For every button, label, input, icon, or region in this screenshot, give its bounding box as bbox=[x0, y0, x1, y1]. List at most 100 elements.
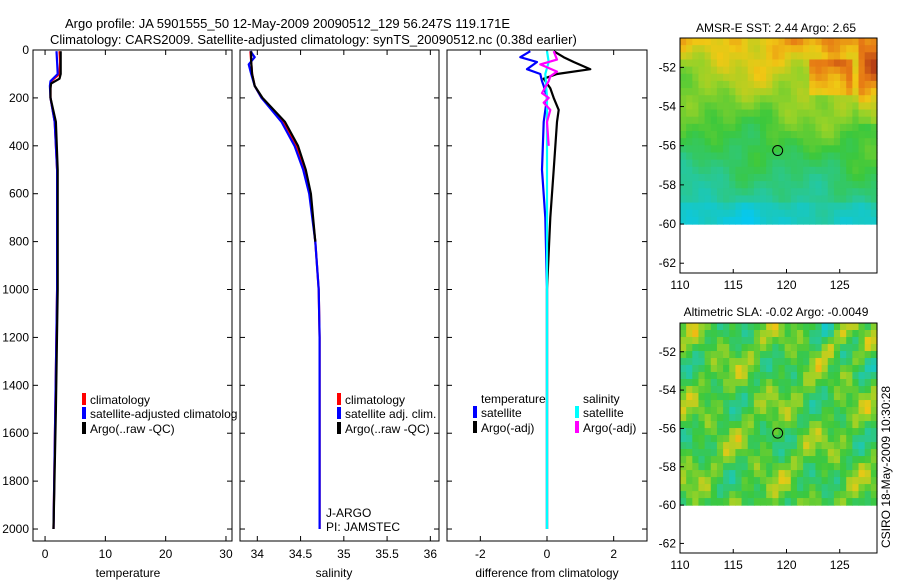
map-cell bbox=[704, 484, 712, 492]
map-cell bbox=[858, 173, 866, 182]
map-cell bbox=[766, 323, 773, 331]
map-cell bbox=[846, 45, 853, 53]
map-cell bbox=[741, 421, 749, 429]
map-cell bbox=[710, 109, 718, 118]
map-cell bbox=[803, 491, 810, 499]
map-cell bbox=[852, 116, 860, 125]
map-cell bbox=[723, 435, 730, 443]
map-cell bbox=[827, 109, 835, 118]
map-cell bbox=[803, 88, 810, 96]
map-cell bbox=[815, 358, 823, 366]
map-cell bbox=[766, 202, 773, 211]
map-cell bbox=[809, 195, 817, 204]
map-cell bbox=[747, 102, 755, 111]
map-cell bbox=[827, 477, 835, 485]
map-cell bbox=[741, 66, 749, 75]
map-cell bbox=[741, 477, 749, 485]
map-cell bbox=[760, 80, 767, 89]
map-cell bbox=[680, 498, 687, 506]
map-cell bbox=[716, 159, 724, 168]
map-cell bbox=[735, 166, 743, 175]
map-cell bbox=[870, 323, 878, 331]
map-cell bbox=[833, 159, 841, 168]
map-cell bbox=[827, 351, 835, 359]
map-cell bbox=[784, 116, 792, 125]
map-cell bbox=[809, 407, 817, 415]
map-cell bbox=[858, 323, 866, 331]
map-cell bbox=[698, 470, 706, 478]
map-cell bbox=[680, 323, 687, 331]
map-cell bbox=[698, 330, 706, 338]
map-cell bbox=[858, 414, 866, 422]
map-cell bbox=[778, 414, 786, 422]
map-cell bbox=[803, 323, 810, 331]
map-cell bbox=[870, 152, 878, 161]
map-cell bbox=[864, 435, 872, 443]
map-cell bbox=[716, 52, 724, 61]
map-cell bbox=[753, 330, 761, 338]
map-cell bbox=[815, 173, 823, 182]
map-cell bbox=[833, 52, 841, 61]
map-cell bbox=[870, 358, 878, 366]
map-cell bbox=[815, 351, 823, 359]
map-cell bbox=[723, 379, 730, 387]
map-cell bbox=[741, 173, 749, 182]
map-cell bbox=[778, 477, 786, 485]
map-cell bbox=[686, 145, 693, 154]
map-cell bbox=[760, 421, 767, 429]
salinity-legend: climatology satellite adj. clim. Argo(..… bbox=[337, 393, 436, 436]
map-cell bbox=[784, 159, 792, 168]
map-cell bbox=[766, 116, 773, 125]
map-cell bbox=[815, 138, 823, 146]
map-cell bbox=[680, 116, 687, 125]
map-cell bbox=[864, 216, 872, 225]
map-cell bbox=[692, 202, 700, 211]
map-cell bbox=[735, 52, 743, 61]
map-cell bbox=[870, 138, 878, 146]
map-cell bbox=[692, 52, 700, 61]
map-cell bbox=[778, 59, 786, 68]
map-cell bbox=[747, 463, 755, 471]
map-cell bbox=[821, 66, 829, 75]
map-cell bbox=[760, 463, 767, 471]
map-cell bbox=[833, 358, 841, 366]
map-cell bbox=[864, 449, 872, 457]
map-cell bbox=[686, 123, 693, 132]
map-cell bbox=[760, 66, 767, 75]
map-cell bbox=[735, 442, 743, 450]
map-cell bbox=[704, 181, 712, 189]
map-cell bbox=[753, 145, 761, 154]
map-cell bbox=[870, 400, 878, 408]
map-cell bbox=[815, 449, 823, 457]
map-cell bbox=[747, 379, 755, 387]
map-cell bbox=[858, 449, 866, 457]
map-cell bbox=[852, 323, 860, 331]
map-cell bbox=[747, 73, 755, 82]
map-cell bbox=[680, 372, 687, 380]
map-cell bbox=[692, 456, 700, 464]
map-cell bbox=[852, 216, 860, 225]
map-cell bbox=[870, 73, 878, 82]
map-cell bbox=[809, 138, 817, 146]
map-cell bbox=[821, 428, 829, 436]
map-cell bbox=[803, 95, 810, 103]
map-cell bbox=[710, 330, 718, 338]
map-cell bbox=[790, 344, 798, 352]
map-cell bbox=[796, 323, 804, 331]
map-cell bbox=[704, 407, 712, 415]
map-cell bbox=[686, 330, 693, 338]
map-cell bbox=[821, 323, 829, 331]
map-cell bbox=[735, 138, 743, 146]
map-cell bbox=[796, 491, 804, 499]
map-cell bbox=[729, 52, 737, 61]
map-cell bbox=[778, 38, 786, 46]
map-cell bbox=[778, 145, 786, 154]
map-cell bbox=[710, 66, 718, 75]
map-cell bbox=[827, 173, 835, 182]
map-cell bbox=[753, 323, 761, 331]
map-cell bbox=[766, 123, 773, 132]
map-cell bbox=[790, 80, 798, 89]
map-cell bbox=[833, 209, 841, 218]
map-cell bbox=[747, 202, 755, 211]
legend-label-temp-satellite: satellite bbox=[481, 406, 522, 420]
